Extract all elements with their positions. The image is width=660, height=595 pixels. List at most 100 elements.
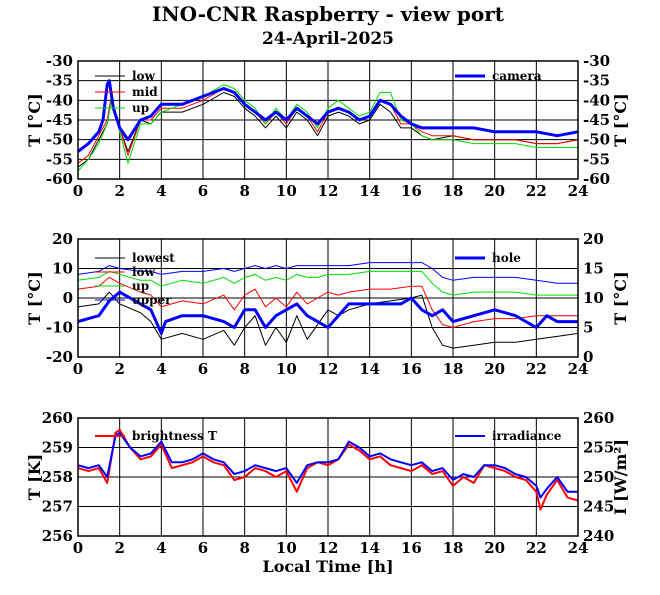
- x-axis-label: Local Time [h]: [262, 557, 393, 576]
- y-tick-label: -60: [46, 170, 73, 188]
- x-tick-label: 0: [73, 539, 83, 557]
- x-tick-label: 6: [198, 539, 208, 557]
- y-tick-label: -30: [46, 52, 73, 70]
- x-tick-label: 8: [239, 539, 249, 557]
- x-tick-label: 2: [114, 182, 124, 200]
- x-tick-label: 18: [443, 360, 464, 378]
- x-tick-label: 20: [484, 182, 505, 200]
- x-tick-label: 14: [359, 182, 380, 200]
- legend-label: camera: [492, 69, 542, 83]
- y-tick-label-right: 245: [583, 498, 614, 516]
- y-tick-label-right: 255: [583, 439, 614, 457]
- series-line-lowest: [77, 291, 579, 349]
- x-tick-label: 16: [401, 539, 422, 557]
- y-axis-label-right: I [W/m²]: [611, 439, 630, 515]
- x-tick-label: 22: [526, 539, 547, 557]
- y-tick-label: 0: [63, 289, 73, 307]
- y-axis-label: T [°C]: [25, 93, 44, 146]
- x-tick-label: 10: [276, 360, 297, 378]
- y-tick-label: -35: [46, 72, 73, 90]
- y-tick-label: -40: [46, 91, 73, 109]
- x-tick-label: 10: [276, 539, 297, 557]
- y-tick-label: 10: [52, 260, 73, 278]
- legend-label: up: [132, 101, 149, 115]
- y-tick-label-right: -30: [583, 52, 610, 70]
- y-axis-label-right: T [°C]: [611, 93, 630, 146]
- x-tick-label: 22: [526, 182, 547, 200]
- x-tick-label: 6: [198, 360, 208, 378]
- y-tick-label-right: -55: [583, 150, 610, 168]
- legend-label: low: [132, 265, 156, 279]
- series-line-irradiance: [77, 431, 578, 499]
- y-tick-label-right: 10: [583, 289, 604, 307]
- legend-label: upper: [132, 293, 172, 307]
- plot-frame: [77, 60, 579, 180]
- y-tick-label-right: 5: [583, 319, 593, 337]
- x-tick-label: 16: [401, 360, 422, 378]
- x-tick-label: 4: [156, 360, 166, 378]
- y-tick-label-right: 250: [583, 468, 614, 486]
- y-tick-label: 20: [52, 230, 73, 248]
- x-tick-label: 20: [484, 360, 505, 378]
- y-axis-label: T [°C]: [25, 271, 44, 324]
- x-tick-label: 2: [114, 360, 124, 378]
- x-tick-label: 18: [443, 182, 464, 200]
- y-tick-label-right: 240: [583, 527, 614, 545]
- chart-title: INO-CNR Raspberry - view port: [152, 2, 505, 26]
- y-tick-label-right: 260: [583, 409, 614, 427]
- panels: 0 2 4 6 8 10 12 14 16 18 20 22 24-30-35-40-45-50-55-…: [25, 52, 630, 576]
- x-tick-label: 20: [484, 539, 505, 557]
- y-axis-label: T [K]: [25, 454, 44, 501]
- x-tick-label: 4: [156, 182, 166, 200]
- x-tick-label: 6: [198, 182, 208, 200]
- series-line-low: [77, 92, 579, 168]
- series-line-up: [77, 270, 578, 296]
- x-tick-label: 14: [359, 539, 380, 557]
- x-tick-label: 10: [276, 182, 297, 200]
- x-tick-label: 22: [526, 360, 547, 378]
- y-tick-label-right: -35: [583, 72, 610, 90]
- y-tick-label-right: -60: [583, 170, 610, 188]
- legend-label: low: [132, 69, 156, 83]
- chart-subtitle: 24-April-2025: [262, 29, 394, 49]
- series-line-upper: [77, 262, 578, 284]
- chart-panel-1: 0 2 4 6 8 10 12 14 16 18 20 22 24-30-35-40-45-50-55-…: [25, 52, 630, 200]
- y-tick-label: -10: [46, 319, 73, 337]
- y-tick-label: -45: [46, 111, 73, 129]
- y-tick-label-right: -40: [583, 91, 610, 109]
- y-tick-label: -20: [46, 348, 73, 366]
- legend-label: mid: [132, 85, 158, 99]
- series-line-up: [77, 84, 578, 172]
- x-tick-label: 12: [318, 539, 339, 557]
- y-tick-label-right: -45: [583, 111, 610, 129]
- x-tick-label: 12: [318, 182, 339, 200]
- y-tick-label: 257: [42, 498, 73, 516]
- x-tick-label: 24: [568, 539, 589, 557]
- x-tick-label: 12: [318, 360, 339, 378]
- y-tick-label: -55: [46, 150, 73, 168]
- y-tick-label: 256: [42, 527, 73, 545]
- series-line-camera: [77, 79, 579, 153]
- x-tick-label: 24: [568, 182, 589, 200]
- y-tick-label: 259: [42, 439, 73, 457]
- chart-panel-3: 0 2 4 6 8 10 12 14 16 18 20 22 242602592582572562602…: [25, 409, 630, 576]
- legend-label: up: [132, 279, 149, 293]
- plot-frame: [77, 417, 579, 537]
- series-line-brightness-T: [77, 428, 579, 511]
- plot-frame: [77, 238, 579, 358]
- x-tick-label: 18: [443, 539, 464, 557]
- x-tick-label: 4: [156, 539, 166, 557]
- y-tick-label-right: 0: [583, 348, 593, 366]
- y-tick-label-right: -50: [583, 131, 610, 149]
- y-tick-label: -50: [46, 131, 73, 149]
- y-tick-label-right: 20: [583, 230, 604, 248]
- series-line-low: [77, 276, 578, 328]
- x-tick-label: 0: [73, 182, 83, 200]
- legend-label: irradiance: [492, 429, 562, 443]
- legend-label: lowest: [132, 251, 175, 265]
- x-tick-label: 24: [568, 360, 589, 378]
- series-line-hole: [77, 290, 578, 335]
- x-tick-label: 2: [114, 539, 124, 557]
- y-tick-label-right: 15: [583, 260, 604, 278]
